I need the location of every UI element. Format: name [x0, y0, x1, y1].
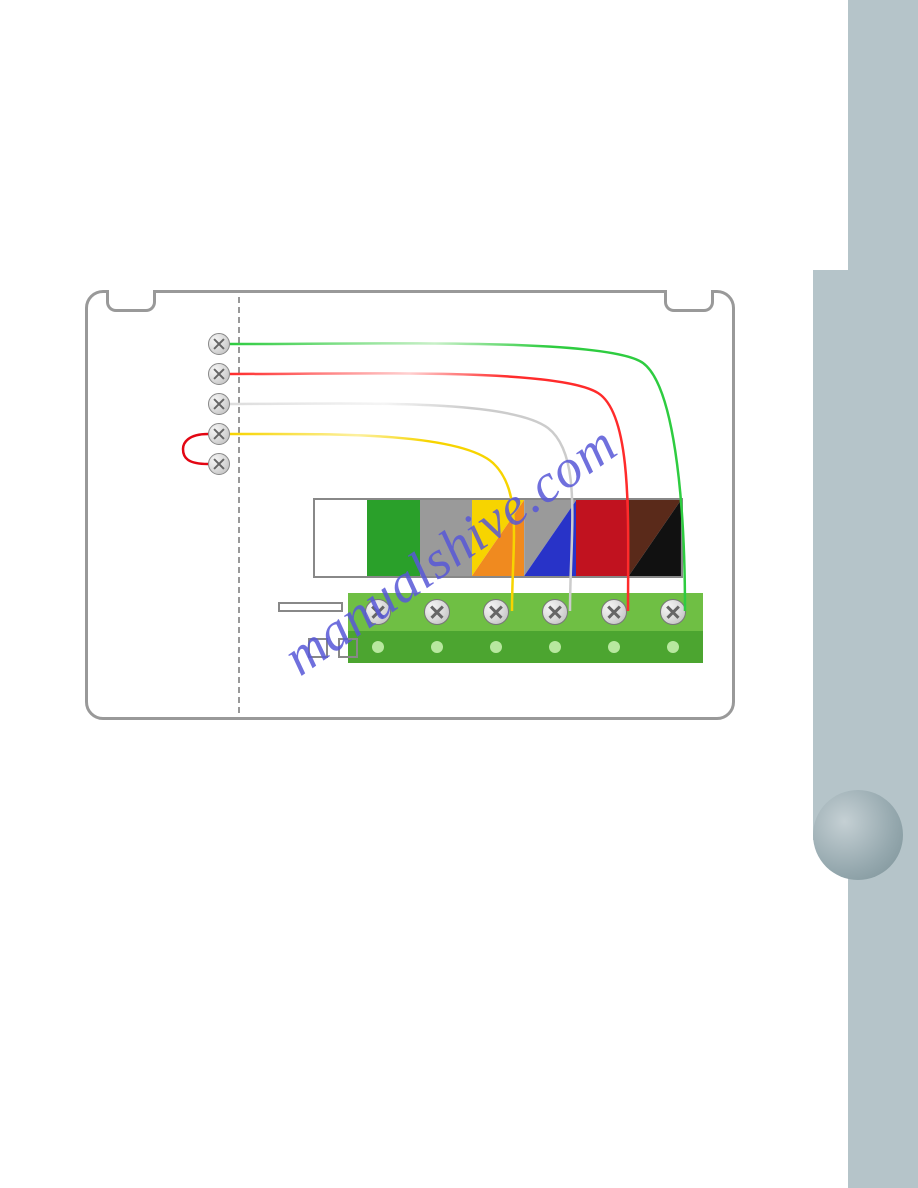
dashed-divider	[238, 297, 240, 713]
terminal-hole-6	[667, 641, 679, 653]
label-seg-grey	[420, 500, 472, 576]
label-seg-brown-black	[629, 500, 681, 576]
terminal-screw-6	[660, 599, 686, 625]
label-seg-grey-blue	[524, 500, 576, 576]
label-seg-red	[576, 500, 628, 576]
left-screw-1	[208, 333, 230, 355]
small-square-1	[308, 638, 328, 658]
label-seg-white	[315, 500, 367, 576]
page-tab	[813, 270, 848, 840]
terminal-screw-1	[365, 599, 391, 625]
terminal-hole-5	[608, 641, 620, 653]
label-seg-yellow-orange	[472, 500, 524, 576]
label-seg-green	[367, 500, 419, 576]
device-enclosure	[85, 290, 735, 720]
terminal-screw-2	[424, 599, 450, 625]
terminal-block-bottom	[348, 631, 703, 663]
left-screw-4	[208, 423, 230, 445]
small-slot	[278, 602, 343, 612]
terminal-hole-1	[372, 641, 384, 653]
left-screw-2	[208, 363, 230, 385]
terminal-block-top	[348, 593, 703, 631]
enclosure-notch-left	[106, 290, 156, 312]
left-screw-5	[208, 453, 230, 475]
left-screw-3	[208, 393, 230, 415]
terminal-hole-2	[431, 641, 443, 653]
terminal-screw-4	[542, 599, 568, 625]
terminal-hole-3	[490, 641, 502, 653]
enclosure-notch-right	[664, 290, 714, 312]
terminal-hole-4	[549, 641, 561, 653]
terminal-screw-3	[483, 599, 509, 625]
wire-color-label-block	[313, 498, 683, 578]
small-square-2	[338, 638, 358, 658]
page-sidebar	[848, 0, 918, 1188]
terminal-screw-5	[601, 599, 627, 625]
roll-end-circle	[813, 790, 903, 880]
